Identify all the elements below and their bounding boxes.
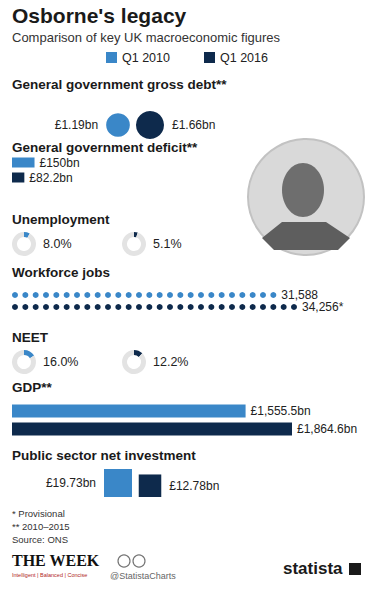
svg-text:** 2010–2015: ** 2010–2015 — [12, 521, 70, 532]
svg-text:THE WEEK: THE WEEK — [12, 552, 100, 569]
svg-text:Q1 2010: Q1 2010 — [122, 51, 170, 65]
svg-text:Unemployment: Unemployment — [12, 212, 110, 227]
svg-text:Public sector net investment: Public sector net investment — [12, 448, 196, 463]
svg-text:8.0%: 8.0% — [43, 237, 72, 251]
svg-text:Comparison of key UK macroecon: Comparison of key UK macroeconomic figur… — [12, 30, 281, 45]
svg-text:@StatistaCharts: @StatistaCharts — [110, 571, 176, 581]
svg-text:statista: statista — [283, 559, 343, 578]
svg-text:31,588: 31,588 — [281, 288, 318, 302]
svg-text:General government gross debt*: General government gross debt** — [12, 77, 227, 92]
svg-text:£1.19bn: £1.19bn — [55, 118, 98, 132]
svg-text:12.2%: 12.2% — [153, 355, 188, 369]
svg-text:£1,555.5bn: £1,555.5bn — [251, 404, 311, 418]
svg-text:Source: ONS: Source: ONS — [12, 534, 68, 545]
svg-text:5.1%: 5.1% — [153, 237, 182, 251]
svg-text:Workforce jobs: Workforce jobs — [12, 265, 110, 280]
svg-text:£1,864.6bn: £1,864.6bn — [297, 422, 357, 436]
svg-text:34,256*: 34,256* — [302, 300, 344, 314]
svg-text:NEET: NEET — [12, 330, 49, 345]
svg-text:GDP**: GDP** — [12, 380, 53, 395]
svg-text:£12.78bn: £12.78bn — [169, 479, 219, 493]
svg-text:Intelligent | Balanced | Conci: Intelligent | Balanced | Concise — [12, 572, 87, 578]
svg-text:Osborne's legacy: Osborne's legacy — [12, 4, 187, 27]
svg-text:£19.73bn: £19.73bn — [46, 476, 96, 490]
svg-text:16.0%: 16.0% — [43, 355, 78, 369]
svg-text:General government deficit**: General government deficit** — [12, 140, 198, 155]
svg-text:Q1 2016: Q1 2016 — [220, 51, 268, 65]
svg-text:£82.2bn: £82.2bn — [29, 171, 72, 185]
svg-text:£150bn: £150bn — [40, 156, 80, 170]
svg-text:£1.66bn: £1.66bn — [172, 118, 215, 132]
svg-text:* Provisional: * Provisional — [12, 508, 65, 519]
